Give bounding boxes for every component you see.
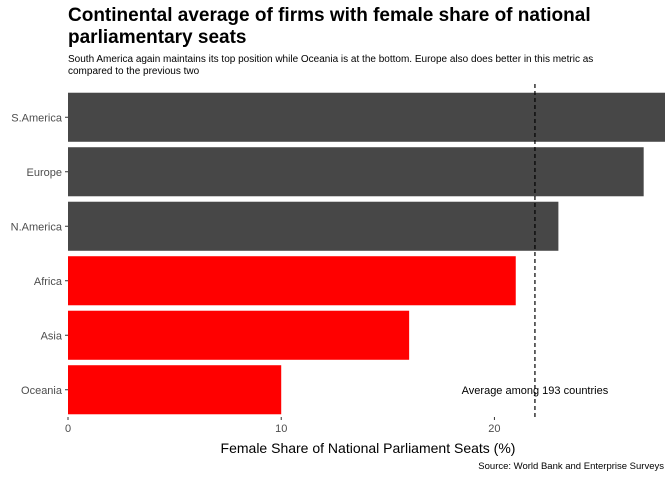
bars-group <box>68 92 665 415</box>
reference-line-group: Average among 193 countries <box>462 84 609 417</box>
x-tick-label: 20 <box>488 423 500 435</box>
bar-europe <box>68 147 644 197</box>
bar-oceania <box>68 365 282 415</box>
bar-africa <box>68 256 516 306</box>
x-tick-label: 10 <box>275 423 287 435</box>
y-tick-label: Asia <box>41 330 63 342</box>
y-axis-labels: S.America Europe N.America Africa Asia Oceani… <box>11 112 68 397</box>
bar-s-america <box>68 92 665 142</box>
x-tick-label: 0 <box>65 423 71 435</box>
chart-subtitle: South America again maintains its top po… <box>68 54 594 77</box>
bar-asia <box>68 310 410 360</box>
y-tick-label: N.America <box>11 221 63 233</box>
reference-line-label: Average among 193 countries <box>462 385 609 397</box>
chart-title: Continental average of firms with female… <box>68 5 591 48</box>
y-tick-label: Africa <box>34 276 63 288</box>
chart-caption: Source: World Bank and Enterprise Survey… <box>478 461 664 472</box>
y-tick-label: Oceania <box>21 385 63 397</box>
y-tick-label: Europe <box>27 167 62 179</box>
bar-n-america <box>68 201 559 251</box>
x-axis-title: Female Share of National Parliament Seat… <box>221 440 516 456</box>
x-axis: 0 10 20 <box>65 417 501 435</box>
y-tick-label: S.America <box>11 112 63 124</box>
